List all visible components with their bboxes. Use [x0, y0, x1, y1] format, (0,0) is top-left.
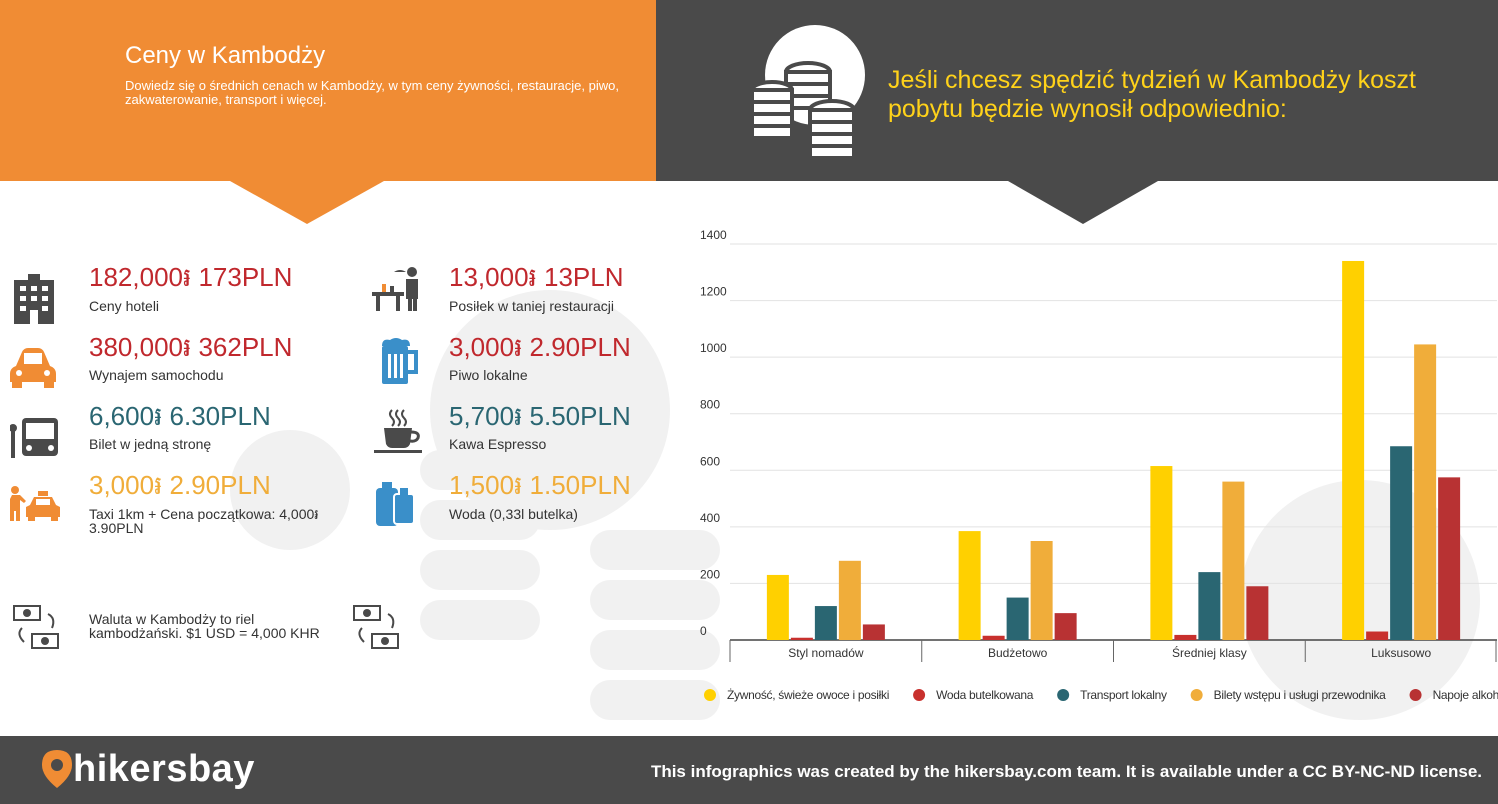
price-value: 3,000៛ 2.90PLN: [89, 470, 271, 500]
x-tick-label: Budżetowo: [988, 646, 1048, 660]
price-value: 380,000៛ 362PLN: [89, 332, 293, 362]
bar: [1342, 260, 1365, 640]
y-tick-label: 0: [700, 624, 707, 638]
logo: hikersbay: [73, 748, 255, 790]
x-tick-label: Luksusowo: [1371, 646, 1431, 660]
price-value: 182,000៛ 173PLN: [89, 262, 293, 292]
bar: [1054, 613, 1077, 640]
y-tick-label: 800: [700, 398, 720, 412]
bar: [1414, 344, 1437, 640]
watermark-coins-icon: [230, 290, 720, 720]
bar: [958, 531, 981, 640]
footer-bar: [0, 736, 1498, 804]
price-value: 3,000៛ 2.90PLN: [449, 332, 631, 362]
legend-label: Transport lokalny: [1080, 688, 1167, 702]
bar: [1222, 481, 1245, 640]
headline: Jeśli chcesz spędzić tydzień w Kambodży …: [888, 66, 1416, 123]
hotel-icon: [14, 274, 54, 324]
bar: [1030, 541, 1053, 640]
beer-icon: [382, 338, 418, 384]
legend-marker: [1409, 689, 1422, 701]
legend-marker: [704, 689, 716, 701]
currency-note: Waluta w Kambodży to riel kambodżański. …: [89, 611, 320, 641]
header-pointers: [230, 181, 1158, 224]
bar: [1438, 477, 1461, 640]
bar: [1006, 597, 1029, 640]
x-tick-label: Styl nomadów: [788, 646, 864, 660]
legend-marker: [913, 689, 926, 701]
price-value: 13,000៛ 13PLN: [449, 262, 624, 292]
restaurant-icon: [372, 267, 418, 311]
x-tick-label: Średniej klasy: [1172, 645, 1247, 660]
price-label: Taxi 1km + Cena początkowa: 4,000៛ 3.90P…: [89, 506, 319, 536]
price-label: Ceny hoteli: [89, 298, 160, 314]
taxi-icon: [10, 486, 60, 521]
legend-marker: [1057, 689, 1070, 701]
price-value: 1,500៛ 1.50PLN: [449, 470, 631, 500]
y-tick-label: 200: [700, 567, 720, 581]
currency-exchange-icon: [13, 605, 59, 649]
bar: [838, 560, 861, 640]
legend-label: Bilety wstępu i usługi przewodnika: [1214, 688, 1387, 702]
price-label: Posiłek w taniej restauracji: [449, 298, 614, 314]
car-icon: [10, 348, 56, 388]
bar: [1366, 631, 1389, 640]
bar: [766, 574, 789, 640]
y-tick-label: 400: [700, 511, 720, 525]
page-subtitle: Dowiedz się o średnich cenach w Kambodży…: [125, 78, 619, 107]
price-value: 5,700៛ 5.50PLN: [449, 401, 631, 431]
license-text: This infographics was created by the hik…: [650, 762, 1482, 781]
coffee-icon: [374, 409, 422, 453]
page-title: Ceny w Kambodży: [125, 42, 326, 69]
bar: [1174, 634, 1197, 640]
bar-chart: 0 200 400 600 800 1000 1200 1400 Styl nomadów Bud…: [700, 230, 1498, 702]
y-tick-label: 1200: [700, 285, 727, 299]
price-value: 6,600៛ 6.30PLN: [89, 401, 271, 431]
bar: [982, 635, 1005, 640]
price-label: Kawa Espresso: [449, 436, 547, 452]
bar: [1246, 586, 1269, 640]
bar: [1390, 446, 1413, 640]
bar: [1150, 466, 1173, 640]
legend-label: Żywność, świeże owoce i posiłki: [727, 688, 889, 702]
bar: [862, 624, 885, 640]
header-orange-panel: [0, 0, 656, 181]
y-tick-label: 600: [700, 454, 720, 468]
currency-exchange-icon: [353, 605, 399, 649]
bar: [1198, 572, 1221, 640]
price-label: Wynajem samochodu: [89, 367, 224, 383]
price-label: Piwo lokalne: [449, 367, 528, 383]
coins-icon: [750, 25, 865, 160]
water-icon: [376, 482, 415, 526]
legend-label: Napoje alkoholowe: [1433, 688, 1498, 702]
map-pin-icon: [42, 750, 72, 788]
y-tick-label: 1000: [700, 341, 727, 355]
legend-label: Woda butelkowana: [936, 688, 1034, 702]
bar: [790, 637, 813, 640]
price-label: Woda (0,33l butelka): [449, 506, 578, 522]
legend-marker: [1190, 689, 1203, 701]
bar: [814, 606, 837, 640]
price-label: Bilet w jedną stronę: [89, 436, 212, 452]
y-tick-label: 1400: [700, 230, 727, 242]
bus-icon: [10, 418, 58, 458]
